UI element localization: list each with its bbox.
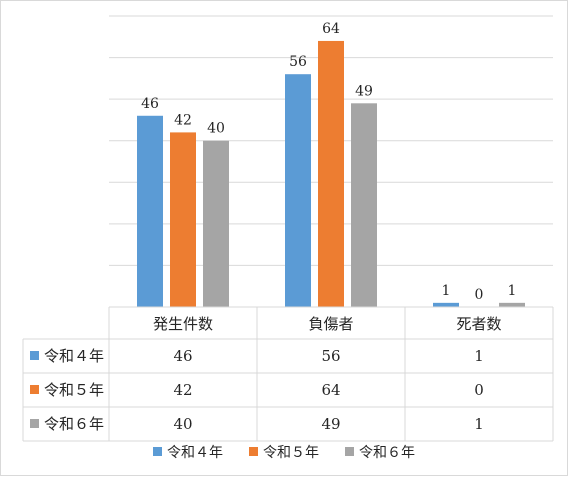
category-tick-label: 発生件数 <box>153 315 213 333</box>
table-cell-value: 42 <box>173 381 192 399</box>
legend-key <box>30 419 39 428</box>
data-label: 64 <box>322 21 340 37</box>
bars <box>137 40 525 308</box>
legend-key <box>30 351 39 360</box>
legend-label: 令和４年 <box>167 445 223 461</box>
bar <box>351 103 377 307</box>
bar <box>137 115 163 308</box>
category-tick-label: 死者数 <box>456 315 501 333</box>
category-tick-label: 負傷者 <box>308 315 353 333</box>
table-cell-value: 46 <box>173 347 192 365</box>
data-label: 46 <box>141 96 159 112</box>
bar <box>433 302 459 307</box>
data-label: 40 <box>207 121 225 137</box>
data-label: 0 <box>475 287 484 303</box>
bar <box>318 40 344 307</box>
legend: 令和４年 令和５年 令和６年 <box>153 445 415 461</box>
table-cell-value: 1 <box>474 415 484 433</box>
legend-key <box>30 385 39 394</box>
data-labels: 46 42 40 56 64 49 1 0 1 <box>141 21 516 303</box>
series-name: 令和６年 <box>44 415 104 433</box>
data-label: 1 <box>442 283 451 299</box>
legend-label: 令和５年 <box>263 445 319 461</box>
series-name: 令和５年 <box>44 381 104 399</box>
table-cell-value: 49 <box>321 415 340 433</box>
table-cell-value: 0 <box>474 381 484 399</box>
table-cell-value: 64 <box>321 381 340 399</box>
legend-key <box>249 447 258 456</box>
table-cell-value: 40 <box>173 415 192 433</box>
bar <box>499 302 525 307</box>
legend-key <box>153 447 162 456</box>
series-name: 令和４年 <box>44 347 104 365</box>
bar <box>203 140 229 307</box>
data-label: 1 <box>508 283 517 299</box>
bar <box>170 132 196 307</box>
bar <box>285 74 311 307</box>
table-cell-value: 56 <box>321 347 340 365</box>
legend-label: 令和６年 <box>359 445 415 461</box>
data-label: 42 <box>174 112 192 128</box>
legend-key <box>345 447 354 456</box>
data-label: 49 <box>355 83 373 99</box>
table-cell-value: 1 <box>474 347 484 365</box>
data-label: 56 <box>289 54 307 70</box>
